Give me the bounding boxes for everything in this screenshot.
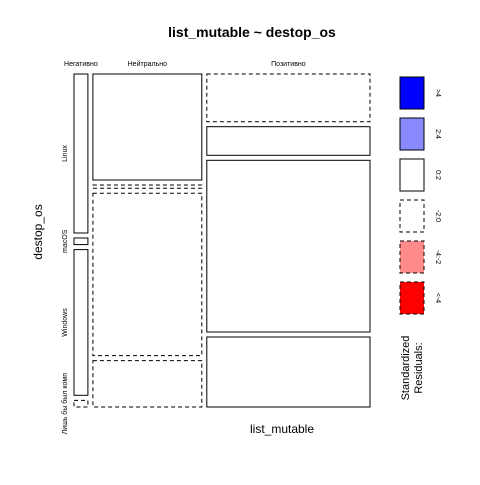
x-category-label-позитивно: Позитивно: [271, 61, 306, 68]
y-category-label-macos: macOS: [62, 229, 69, 253]
y-category-label-лишь-бы-был-комп: Лишь бы был комп: [61, 373, 69, 435]
mosaic-cell-нейтрально-macos: [92, 184, 203, 189]
mosaic-cell-нейтрально-лишь-бы-был-комп: [92, 360, 203, 408]
legend-title-line-1: Standardized: [400, 336, 412, 401]
y-category-label-windows: Windows: [62, 308, 69, 337]
x-category-labels: Негативно Нейтрально Позитивно: [64, 60, 306, 68]
residual-legend: >4 2:4 0:2 -2:0 -4:-2 <-4 Standardized Residual…: [399, 76, 441, 401]
mosaic-cell-позитивно-windows: [206, 159, 371, 333]
legend-swatch-gt4: [399, 76, 425, 110]
mosaic-cell-позитивно-macos: [206, 126, 371, 156]
legend-swatch-2-0: [399, 199, 425, 233]
x-category-label-негативно: Негативно: [64, 61, 98, 68]
legend-label-lt-4: <-4: [434, 293, 441, 303]
mosaic-cell-нейтрально-linux: [92, 73, 203, 181]
legend-swatch-4-2: [399, 240, 425, 274]
legend-label-4-2: -4:-2: [434, 250, 441, 265]
y-axis-label: destop_os: [31, 204, 45, 259]
mosaic-cells: [73, 73, 371, 408]
chart-title: list_mutable ~ destop_os: [168, 24, 336, 40]
legend-label-2-4: 2:4: [434, 129, 441, 139]
y-category-label-linux: Linux: [62, 145, 69, 162]
x-category-label-нейтрально: Нейтрально: [128, 60, 167, 68]
x-axis-label: list_mutable: [250, 422, 314, 436]
legend-swatch-2-4: [399, 117, 425, 151]
mosaic-cell-нейтрально-windows: [92, 192, 203, 357]
legend-swatch-0-2: [399, 158, 425, 192]
legend-label-2-0: -2:0: [434, 210, 441, 222]
mosaic-cell-позитивно-лишь-бы-был-комп: [206, 336, 371, 408]
legend-title-line-2: Residuals:: [413, 342, 425, 393]
mosaic-cell-позитивно-linux: [206, 73, 371, 123]
legend-label-0-2: 0:2: [434, 170, 441, 180]
y-category-labels: Linux macOS Windows Лишь бы был комп: [61, 145, 69, 435]
legend-label-gt4: >4: [434, 89, 441, 97]
legend-swatch-lt-4: [399, 281, 425, 315]
mosaic-cell-негативно-macos: [73, 237, 89, 246]
mosaic-cell-негативно-linux: [73, 73, 89, 234]
mosaic-cell-негативно-лишь-бы-был-комп: [73, 399, 89, 408]
mosaic-cell-негативно-windows: [73, 249, 89, 396]
